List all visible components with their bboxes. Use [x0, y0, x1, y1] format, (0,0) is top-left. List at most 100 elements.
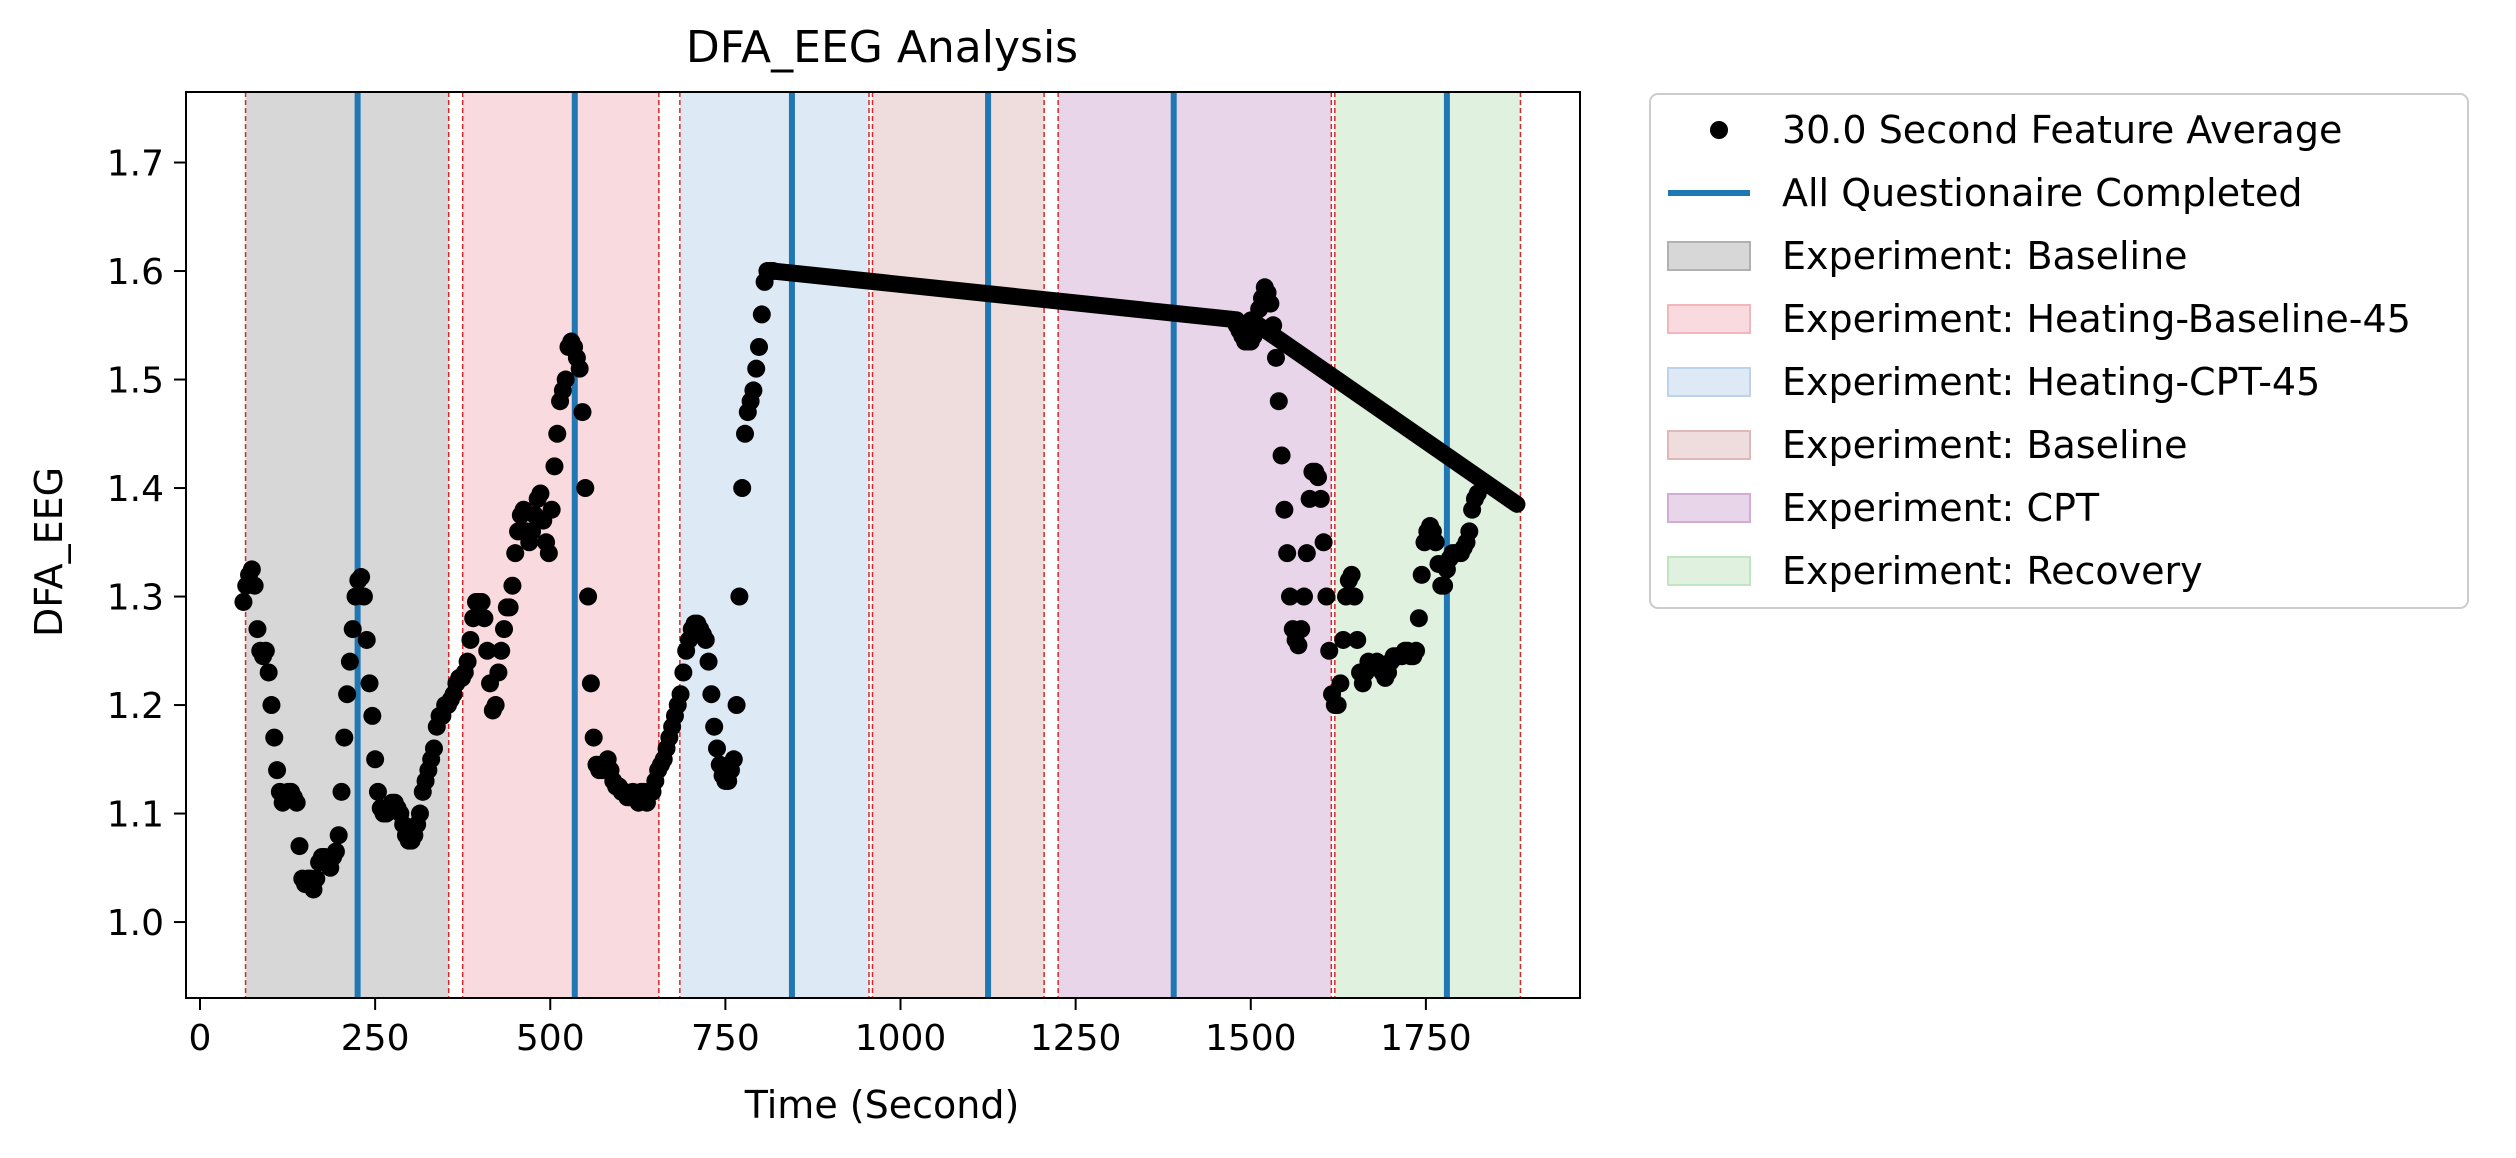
span-boundary-lines: [244, 92, 1522, 998]
data-point-33: [326, 842, 345, 861]
x-tick-label-0: 0: [189, 1018, 212, 1059]
chart-title: DFA_EEG Analysis: [686, 22, 1078, 73]
x-axis-label: Time (Second): [744, 1083, 1020, 1127]
data-point-228: [1334, 630, 1353, 649]
span-3: [872, 92, 1045, 998]
x-tick-label-2: 500: [516, 1018, 585, 1059]
data-point-85: [472, 592, 491, 611]
data-point-208: [1278, 544, 1297, 563]
data-point-121: [573, 403, 592, 422]
data-point-123: [579, 587, 598, 606]
data-point-205: [1269, 392, 1288, 411]
legend-label-1: All Questionaire Completed: [1782, 171, 2303, 215]
data-point-227: [1331, 674, 1350, 693]
x-tick-label-7: 1750: [1380, 1018, 1472, 1059]
data-point-122: [576, 479, 595, 498]
data-point-167: [702, 685, 721, 704]
data-point-168: [705, 717, 724, 736]
x-tick-label-1: 250: [341, 1018, 410, 1059]
data-point-165: [696, 630, 715, 649]
data-point-38: [340, 652, 359, 671]
data-point-47: [366, 750, 385, 769]
y-axis-label: DFA_EEG: [27, 467, 71, 637]
data-point-80: [458, 652, 477, 671]
legend-label-5: Experiment: Baseline: [1782, 423, 2188, 467]
data-point-233: [1348, 630, 1367, 649]
data-point-34: [329, 826, 348, 845]
data-point-44: [357, 630, 376, 649]
y-tick-label-6: 1.6: [107, 252, 164, 293]
data-point-109: [539, 544, 558, 563]
data-point-110: [542, 500, 561, 519]
data-point-214: [1295, 587, 1314, 606]
legend-label-3: Experiment: Heating-Baseline-45: [1782, 297, 2411, 341]
data-point-81: [461, 630, 480, 649]
data-point-220: [1311, 489, 1330, 508]
data-point-96: [503, 576, 522, 595]
legend-marker-6: [1667, 493, 1751, 523]
data-point-222: [1317, 587, 1336, 606]
data-point-97: [506, 544, 525, 563]
data-point-106: [531, 484, 550, 503]
legend-frame: [1649, 93, 2469, 609]
x-tick-label-6: 1500: [1205, 1018, 1297, 1059]
data-point-3: [242, 560, 261, 579]
data-point-8: [256, 641, 275, 660]
y-tick-label-0: 1.0: [107, 903, 164, 944]
data-point-207: [1275, 500, 1294, 519]
data-point-20: [290, 837, 309, 856]
connecting-lines: [764, 262, 1526, 513]
legend-marker-4: [1667, 367, 1751, 397]
data-point-261: [1426, 533, 1445, 552]
span-1: [462, 92, 659, 998]
data-point-0: [234, 592, 253, 611]
data-point-93: [495, 620, 514, 639]
data-point-169: [707, 739, 726, 758]
data-point-90: [486, 696, 505, 715]
data-point-178: [733, 479, 752, 498]
y-tick-label-7: 1.7: [107, 144, 164, 185]
data-point-95: [500, 598, 519, 617]
data-point-202: [1261, 294, 1280, 313]
data-point-87: [478, 641, 497, 660]
data-point-254: [1407, 641, 1426, 660]
x-tick-label-3: 750: [691, 1018, 760, 1059]
data-point-5: [248, 620, 267, 639]
data-point-115: [556, 370, 575, 389]
data-point-42: [352, 568, 371, 587]
data-point-86: [475, 609, 494, 628]
data-point-197: [1247, 316, 1266, 335]
data-point-125: [584, 728, 603, 747]
plot-area-frame: [185, 91, 1581, 999]
data-point-91: [489, 663, 508, 682]
data-point-219: [1309, 468, 1328, 487]
data-point-36: [335, 728, 354, 747]
data-point-231: [1342, 565, 1361, 584]
data-point-273: [1460, 522, 1479, 541]
data-point-43: [354, 587, 373, 606]
data-point-157: [674, 663, 693, 682]
span-0: [245, 92, 449, 998]
data-point-203: [1264, 316, 1283, 335]
data-point-213: [1292, 620, 1311, 639]
data-point-19: [287, 793, 306, 812]
data-point-215: [1297, 544, 1316, 563]
data-point-9: [259, 663, 278, 682]
data-point-264: [1435, 576, 1454, 595]
data-points: [234, 262, 1487, 899]
data-point-112: [548, 424, 567, 443]
data-point-46: [363, 706, 382, 725]
data-point-26: [307, 869, 326, 888]
data-point-189: [764, 262, 783, 281]
dense-points-segment-1: [1242, 311, 1526, 513]
data-point-204: [1266, 348, 1285, 367]
y-tick-label-3: 1.3: [107, 578, 164, 619]
y-tick-label-4: 1.4: [107, 469, 164, 510]
y-tick-label-1: 1.1: [107, 795, 164, 836]
data-point-176: [727, 696, 746, 715]
legend-label-4: Experiment: Heating-CPT-45: [1782, 360, 2320, 404]
data-point-120: [570, 359, 589, 378]
data-point-185: [752, 305, 771, 324]
x-tick-label-4: 1000: [855, 1018, 947, 1059]
